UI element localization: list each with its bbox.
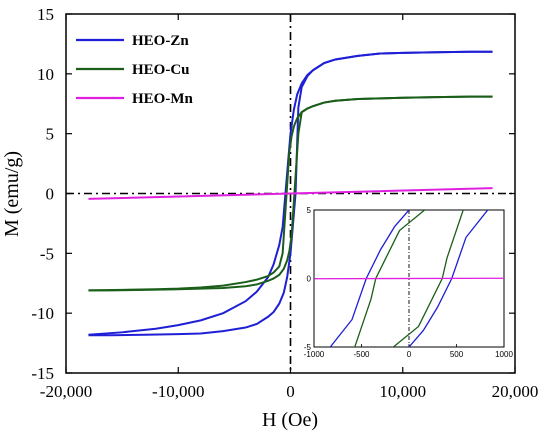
y-tick-label: 15 [37,5,54,24]
inset-x-tick-label: 0 [407,350,412,359]
inset-series-2-branch-a [314,277,504,280]
x-tick-label: -10,000 [152,382,204,401]
y-tick-label: -15 [31,364,54,383]
y-tick-label: 5 [46,125,55,144]
y-tick-label: 10 [37,65,54,84]
x-tick-label: 10,000 [379,382,426,401]
legend-label-heo-cu: HEO-Cu [132,62,190,78]
inset-y-tick-label: -5 [304,343,312,352]
y-axis-label: M (emu/g) [1,151,23,237]
inset-ticks: -1000 -500 0 500 1000 -5 0 5 [304,206,514,359]
inset-x-tick-label: -1000 [304,350,325,359]
inset-y-tick-label: 5 [307,206,312,215]
inset-series-group [314,210,504,347]
main-reference-lines [66,14,515,373]
inset-x-tick-label: 1000 [495,350,513,359]
x-tick-label: -20,000 [40,382,92,401]
series-heo-cu-lower-branch [88,95,493,292]
inset-series-0-branch-a [329,210,410,347]
inset-series-0-branch-b [408,210,489,347]
main-series-group [88,50,493,337]
inset-y-tick-label: 0 [307,275,312,284]
legend-label-heo-zn: HEO-Zn [132,33,189,49]
y-tick-label: -5 [40,244,54,263]
x-axis-label: H (Oe) [262,409,318,431]
x-tick-label: 20,000 [492,382,539,401]
main-ticks: -20,000 -10,000 0 10,000 20,000 -15 -10 -5 0 5 10 1… [31,5,538,401]
legend-label-heo-mn: HEO-Mn [132,91,193,107]
series-heo-mn-upper-branch [88,187,493,200]
legend: HEO-Zn HEO-Cu HEO-Mn [76,33,193,107]
inset-x-tick-label: 500 [450,350,464,359]
y-tick-label: -10 [31,304,54,323]
x-tick-label: 0 [286,382,295,401]
y-tick-label: 0 [46,185,55,204]
inset-x-tick-label: -500 [353,350,370,359]
